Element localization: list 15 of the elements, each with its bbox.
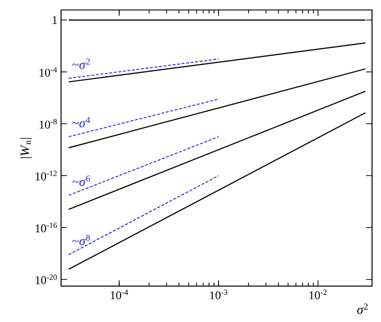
series-label: ~σ$^{6}$ — [72, 176, 90, 186]
y-tick-label: 1 — [52, 16, 57, 24]
x-tick-label: 10$^{-3}$ — [210, 290, 228, 300]
y-tick-label: 10$^{-20}$ — [36, 274, 57, 284]
x-axis-title: σ$^{2}$ — [357, 304, 368, 314]
y-axis-title: |W$_{n}$| — [20, 138, 32, 158]
x-tick-label: 10$^{-2}$ — [310, 290, 327, 300]
series-label: ~σ$^{4}$ — [72, 117, 90, 128]
series-label: ~σ$^{2}$ — [72, 58, 90, 69]
y-tick-label: 10$^{-16}$ — [36, 222, 57, 232]
series-label: ~σ$^{8}$ — [72, 234, 90, 246]
y-tick-label: 10$^{-4}$ — [40, 67, 57, 77]
y-tick-label: 10$^{-8}$ — [40, 118, 57, 129]
y-tick-label: 10$^{-12}$ — [36, 170, 57, 180]
x-tick-label: 10$^{-4}$ — [110, 290, 128, 300]
